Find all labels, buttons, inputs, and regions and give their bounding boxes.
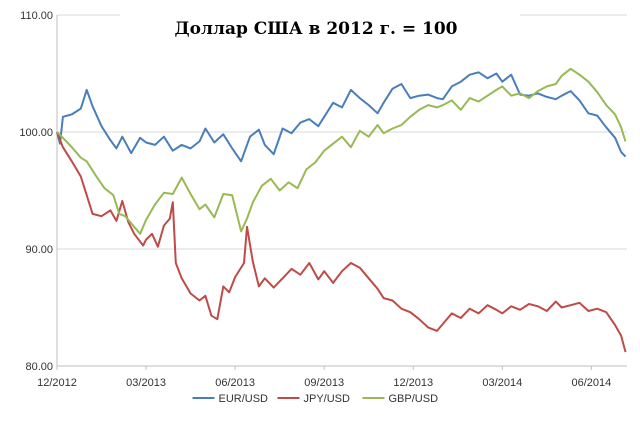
x-tick-label: 06/2014 [571, 377, 611, 389]
series-line-gbp-usd [56, 67, 627, 235]
legend-label: GBP/USD [389, 393, 439, 405]
legend: EUR/USD JPY/USD GBP/USD [192, 393, 439, 405]
series-lines [56, 67, 627, 353]
legend-label: JPY/USD [304, 393, 351, 405]
y-tick-label: 110.00 [20, 10, 53, 22]
y-tick-label: 100.00 [19, 127, 53, 139]
x-tick-label: 09/2013 [304, 377, 344, 389]
series-line-jpy-usd [56, 131, 627, 353]
y-axis-ticks: 110.00 100.00 90.00 80.00 [19, 10, 53, 373]
gridlines [57, 14, 627, 367]
title-background [120, 12, 520, 42]
y-tick-label: 90.00 [25, 244, 53, 256]
series-line-eur-usd [56, 71, 627, 163]
y-tick-label: 80.00 [25, 361, 53, 373]
legend-label: EUR/USD [219, 393, 269, 405]
x-tick-label: 12/2012 [37, 377, 77, 389]
x-tick-label: 06/2013 [215, 377, 255, 389]
x-tick-label: 03/2013 [126, 377, 166, 389]
x-tick-label: 03/2014 [482, 377, 522, 389]
axes [56, 15, 627, 367]
chart-title: Доллар США в 2012 г. = 100 [175, 19, 458, 39]
x-axis-ticks: 12/2012 03/2013 06/2013 09/2013 12/2013 03/20… [37, 366, 611, 389]
x-tick-label: 12/2013 [393, 377, 433, 389]
